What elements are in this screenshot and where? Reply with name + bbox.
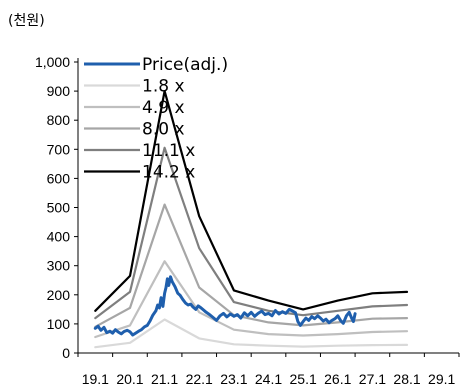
series-line-14-2-x xyxy=(94,90,409,312)
series-layer xyxy=(93,90,409,349)
legend-label: Price(adj.) xyxy=(142,55,228,75)
x-tick-label: 23.1 xyxy=(220,371,247,387)
y-tick-label: 800 xyxy=(47,112,71,128)
series-line-price-adj- xyxy=(93,275,357,337)
x-tick-label: 27.1 xyxy=(359,371,386,387)
legend-label: 8.0 x xyxy=(142,120,185,140)
x-tick-label: 29.1 xyxy=(428,371,455,387)
y-tick-label: 600 xyxy=(47,170,71,186)
x-tick-label: 20.1 xyxy=(116,371,143,387)
axes: 0 100 200 300 400 500 600 700 800 900 1,000 19.1 20.… xyxy=(35,54,460,387)
legend-label: 1.8 x xyxy=(142,77,185,97)
series-line-11-1-x xyxy=(94,146,409,320)
y-tick-label: 900 xyxy=(47,83,71,99)
legend-label: 14.2 x xyxy=(142,163,195,183)
legend: Price(adj.)1.8 x4.9 x8.0 x11.1 x14.2 x xyxy=(84,55,228,183)
x-tick-label: 28.1 xyxy=(393,371,420,387)
series-line-1-8-x xyxy=(94,318,409,349)
x-tick-label: 21.1 xyxy=(151,371,178,387)
legend-label: 4.9 x xyxy=(142,98,185,118)
y-tick-label: 500 xyxy=(47,200,71,216)
x-tick-label: 25.1 xyxy=(290,371,317,387)
legend-label: 11.1 x xyxy=(142,141,195,161)
x-tick-label: 24.1 xyxy=(255,371,282,387)
y-tick-label: 200 xyxy=(47,287,71,303)
x-tick-label: 19.1 xyxy=(82,371,109,387)
y-tick-label: 100 xyxy=(47,316,71,332)
y-tick-label: 1,000 xyxy=(35,54,70,70)
y-tick-label: 400 xyxy=(47,229,71,245)
y-tick-label: 300 xyxy=(47,258,71,274)
y-tick-label: 0 xyxy=(62,345,70,361)
y-tick-label: 700 xyxy=(47,141,71,157)
unit-label: (천원) xyxy=(8,13,45,29)
x-tick-label: 26.1 xyxy=(324,371,351,387)
x-tick-label: 22.1 xyxy=(186,371,213,387)
series-line-4-9-x xyxy=(94,260,409,339)
